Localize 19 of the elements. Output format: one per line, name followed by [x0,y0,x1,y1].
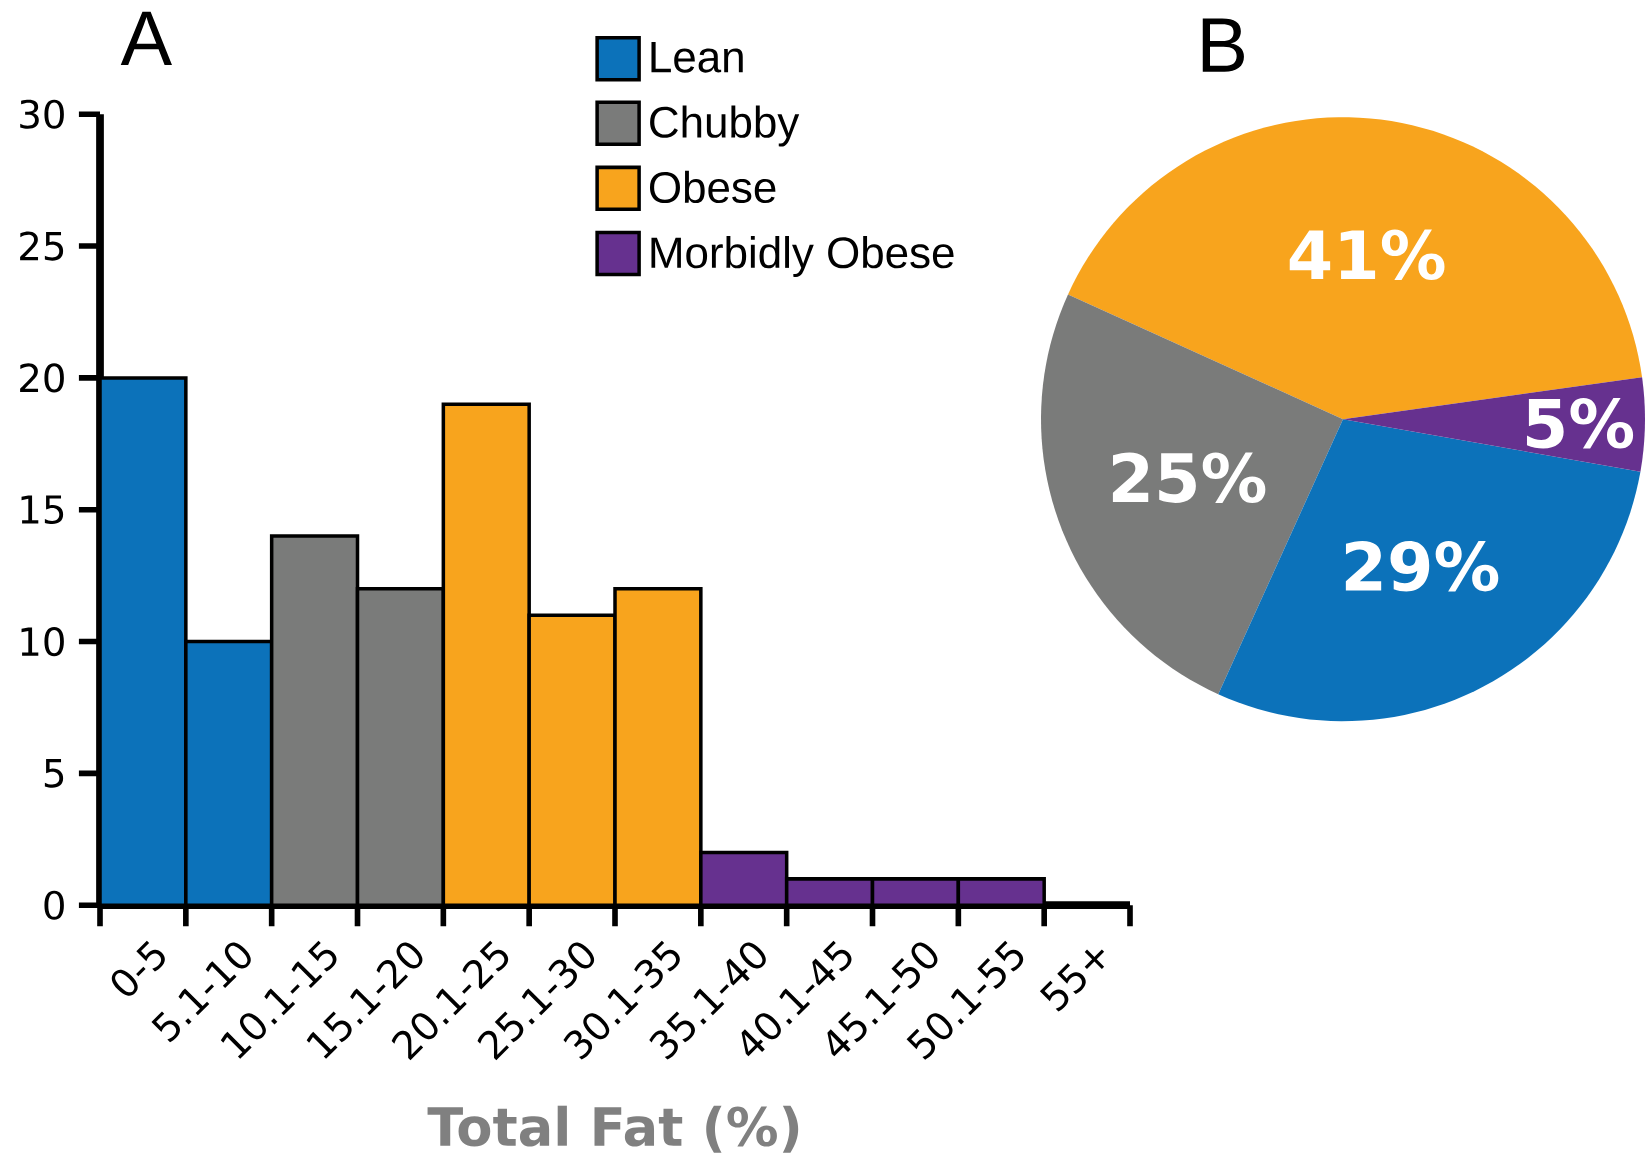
legend-label: Lean [651,41,743,73]
legend-label: Chubby [650,105,800,147]
y-tick-label: 15 [21,495,64,524]
x-axis-title: Total Fat (%) [427,1105,799,1153]
chart-title: A [120,11,172,65]
data-label: 41% [1289,229,1445,280]
y-tick-label: 25 [20,231,64,261]
y-tick-label: 5 [44,758,64,788]
data-label: 29% [1345,540,1499,592]
legend-label: Obese [649,170,776,203]
chart-title: B [1202,18,1244,72]
y-tick-label: 0 [44,890,64,920]
y-tick-label: 10 [21,626,64,656]
data-label: 25% [1112,452,1266,503]
x-tick-label: 55+ [1039,949,1105,1012]
y-tick-label: 30 [20,99,64,129]
legend-label: Morbidly Obese [651,235,954,277]
y-tick-label: 20 [20,363,64,393]
data-label: 5% [1526,397,1634,449]
